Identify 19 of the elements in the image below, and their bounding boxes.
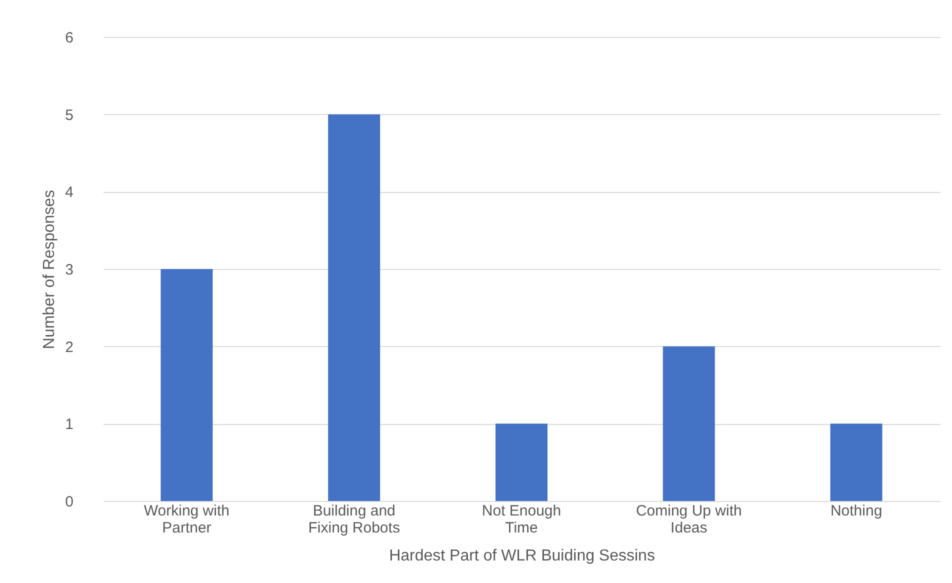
y-tick-label: 5 (65, 106, 74, 124)
x-tick-label: Not Enough Time (482, 502, 562, 536)
y-tick-label: 0 (65, 494, 74, 510)
bar (328, 114, 380, 501)
bar (160, 269, 213, 501)
y-tick-label: 1 (65, 416, 74, 434)
x-tick-label: Working with Partner (144, 502, 230, 536)
x-tick-label: Nothing (830, 502, 882, 520)
x-tick-label: Building and Fixing Robots (308, 502, 400, 536)
y-tick-label: 2 (65, 338, 74, 356)
x-tick-label: Coming Up with Ideas (636, 502, 742, 536)
y-tick-label: 3 (65, 262, 74, 278)
bar (496, 424, 548, 501)
bar (830, 424, 882, 501)
y-tick-label: 6 (65, 30, 74, 46)
y-tick-label: 4 (65, 184, 74, 202)
x-axis-title: Hardest Part of WLR Buiding Sessins (389, 548, 655, 564)
bar (662, 346, 715, 501)
y-axis-title: Number of Responses (41, 190, 58, 350)
